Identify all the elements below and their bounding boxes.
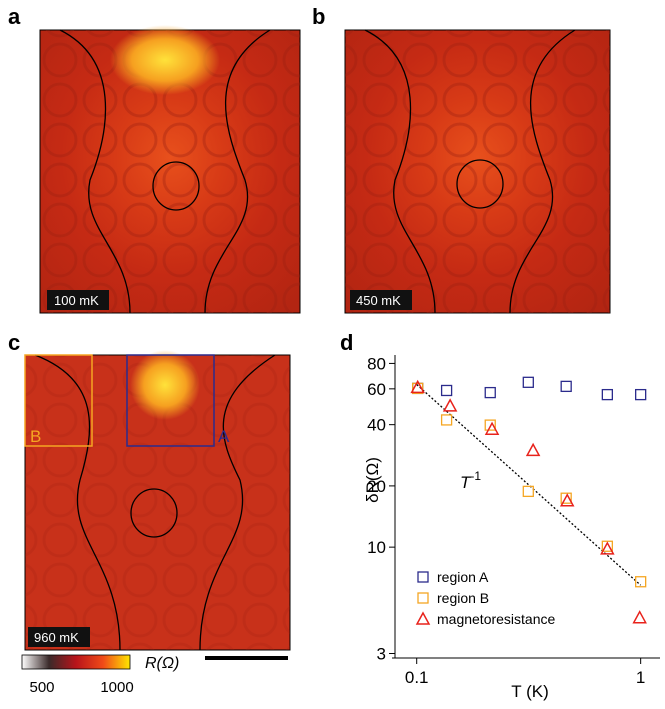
marker — [442, 398, 458, 412]
device-outline — [456, 159, 504, 209]
y-tick-label: 3 — [377, 645, 386, 664]
panel-letter: d — [340, 330, 353, 355]
region-label: B — [30, 427, 41, 446]
hot-spot — [110, 25, 220, 95]
annotation-text: T — [460, 473, 472, 492]
marker — [484, 419, 496, 431]
panel-letter: a — [8, 4, 21, 29]
marker — [600, 541, 615, 555]
temperature-label: 450 mK — [356, 293, 401, 308]
colorbar-label: R(Ω) — [145, 655, 179, 672]
marker — [440, 384, 453, 397]
marker — [601, 388, 613, 401]
y-tick-label: 80 — [367, 354, 386, 373]
marker — [484, 421, 500, 435]
annotation-superscript: -1 — [470, 469, 481, 483]
marker — [632, 610, 647, 624]
device-outline — [130, 488, 178, 538]
legend-marker — [415, 611, 431, 625]
panel-b: b 450 mK — [312, 4, 611, 314]
x-tick-label: 1 — [636, 668, 645, 687]
y-tick-label: 40 — [367, 416, 386, 435]
legend-label: region B — [437, 590, 489, 606]
temperature-label: 100 mK — [54, 293, 99, 308]
legend-label: region A — [437, 569, 489, 585]
colorbar-gradient — [21, 654, 131, 670]
marker — [635, 388, 647, 401]
colorbar: 500 1000 R(Ω) — [21, 654, 288, 696]
marker — [522, 376, 534, 388]
marker — [601, 540, 613, 552]
annotation: T-1 — [460, 469, 481, 492]
label-bg — [47, 290, 109, 310]
panel-letter: c — [8, 330, 20, 355]
marker — [410, 379, 425, 394]
temperature-label: 960 mK — [34, 630, 79, 645]
y-tick-label: 60 — [367, 380, 386, 399]
marker — [559, 493, 575, 507]
device-outline — [364, 29, 576, 314]
region-box — [126, 354, 215, 447]
legend-label: magnetoresistance — [437, 611, 556, 627]
marker — [560, 492, 572, 504]
marker — [560, 380, 572, 393]
panel-letter: b — [312, 4, 325, 29]
x-tick-label: 0.1 — [405, 668, 429, 687]
colorbar-tick-label: 500 — [29, 679, 54, 696]
y-tick-label: 10 — [367, 538, 386, 557]
label-bg — [28, 627, 90, 647]
texture — [345, 30, 610, 313]
x-axis-label: T (K) — [511, 682, 548, 701]
legend-marker — [417, 571, 429, 583]
label-bg — [350, 290, 412, 310]
marker — [635, 576, 647, 588]
marker — [525, 442, 541, 457]
y-tick-label: 20 — [367, 477, 386, 496]
colorbar-tick-label: 1000 — [100, 679, 133, 696]
legend-marker — [417, 592, 429, 604]
device-outline — [152, 161, 200, 211]
panel-c: c A B 960 mK — [8, 330, 291, 651]
device-outline — [34, 354, 276, 651]
scatter-chart: 3 10 20 40 60 80 0.1 1 T (K) δR(Ω) T-1 region A regi… — [363, 354, 660, 701]
hot-spot — [130, 350, 200, 420]
marker — [484, 386, 496, 399]
y-axis-label: δR(Ω) — [363, 457, 382, 503]
marker — [412, 382, 424, 395]
region-box — [24, 354, 93, 447]
marker — [440, 414, 453, 426]
device-outline — [59, 29, 271, 314]
region-label: A — [218, 427, 230, 446]
marker — [522, 485, 534, 498]
panel-a: a 100 mK — [8, 4, 301, 314]
